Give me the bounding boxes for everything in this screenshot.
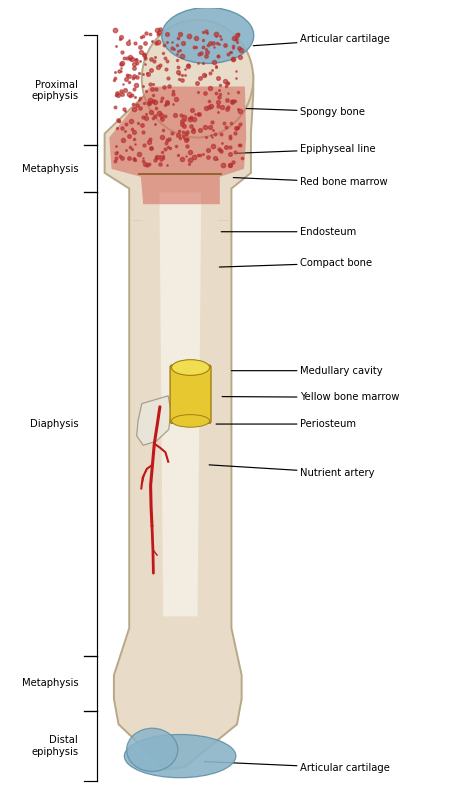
Text: Compact bone: Compact bone	[219, 258, 372, 268]
FancyBboxPatch shape	[170, 365, 211, 423]
Ellipse shape	[127, 728, 178, 771]
Ellipse shape	[142, 20, 253, 138]
Polygon shape	[159, 192, 201, 617]
Text: Periosteum: Periosteum	[216, 419, 356, 429]
Text: Metaphysis: Metaphysis	[21, 164, 78, 174]
Text: Red bone marrow: Red bone marrow	[233, 177, 387, 187]
Ellipse shape	[162, 7, 254, 63]
Text: Metaphysis: Metaphysis	[21, 678, 78, 688]
Text: Proximal
epiphysis: Proximal epiphysis	[31, 79, 78, 101]
Ellipse shape	[124, 735, 236, 778]
Polygon shape	[105, 74, 253, 770]
Ellipse shape	[172, 360, 210, 376]
Text: Diaphysis: Diaphysis	[29, 419, 78, 429]
Text: Distal
epiphysis: Distal epiphysis	[31, 735, 78, 757]
Text: Nutrient artery: Nutrient artery	[209, 465, 374, 477]
Polygon shape	[137, 396, 171, 445]
Text: Endosteum: Endosteum	[221, 227, 356, 237]
Polygon shape	[109, 87, 246, 204]
Text: Yellow bone marrow: Yellow bone marrow	[222, 392, 399, 402]
Text: Articular cartilage: Articular cartilage	[253, 34, 390, 46]
Text: Articular cartilage: Articular cartilage	[204, 762, 390, 773]
Text: Spongy bone: Spongy bone	[246, 107, 365, 117]
Text: Epiphyseal line: Epiphyseal line	[237, 144, 375, 155]
Text: Medullary cavity: Medullary cavity	[231, 366, 383, 376]
Ellipse shape	[172, 415, 210, 427]
